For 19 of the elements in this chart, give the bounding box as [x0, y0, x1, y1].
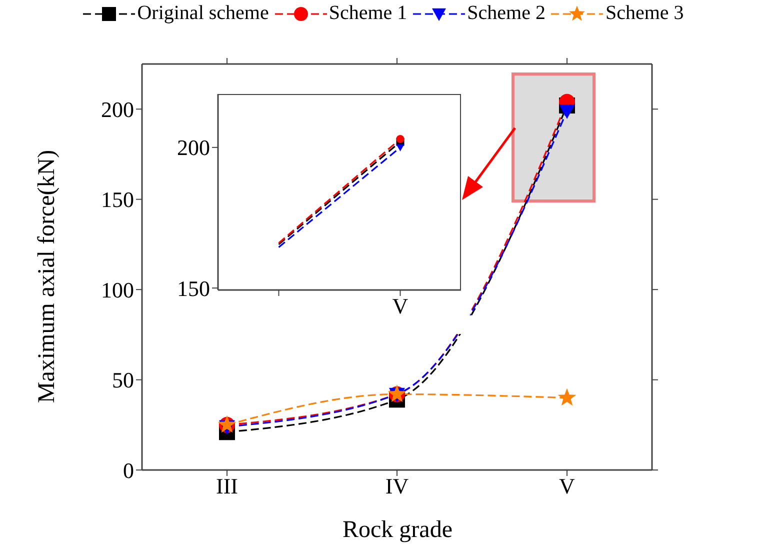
x-tick-label: V — [559, 474, 576, 499]
x-tick-label: IV — [385, 474, 409, 499]
y-tick-label: 50 — [112, 368, 134, 393]
point — [558, 388, 576, 406]
legend-label: Original scheme — [137, 2, 269, 25]
y-tick-label: 150 — [177, 276, 210, 301]
point — [559, 104, 575, 119]
y-tick-label: 100 — [101, 277, 134, 302]
legend-label: Scheme 3 — [605, 2, 684, 25]
legend-label: Scheme 1 — [328, 2, 408, 25]
y-axis-title: Maximum axial force(kN) — [34, 150, 60, 404]
legend-label: Scheme 2 — [467, 2, 546, 25]
y-tick-label: 0 — [123, 458, 134, 483]
y-tick-label: 200 — [101, 96, 134, 122]
y-tick-label: 200 — [177, 135, 210, 160]
x-tick-label: V — [392, 294, 408, 319]
y-tick-label: 150 — [101, 187, 134, 212]
x-axis-title: Rock grade — [342, 517, 454, 544]
x-tick-label: III — [216, 474, 238, 499]
